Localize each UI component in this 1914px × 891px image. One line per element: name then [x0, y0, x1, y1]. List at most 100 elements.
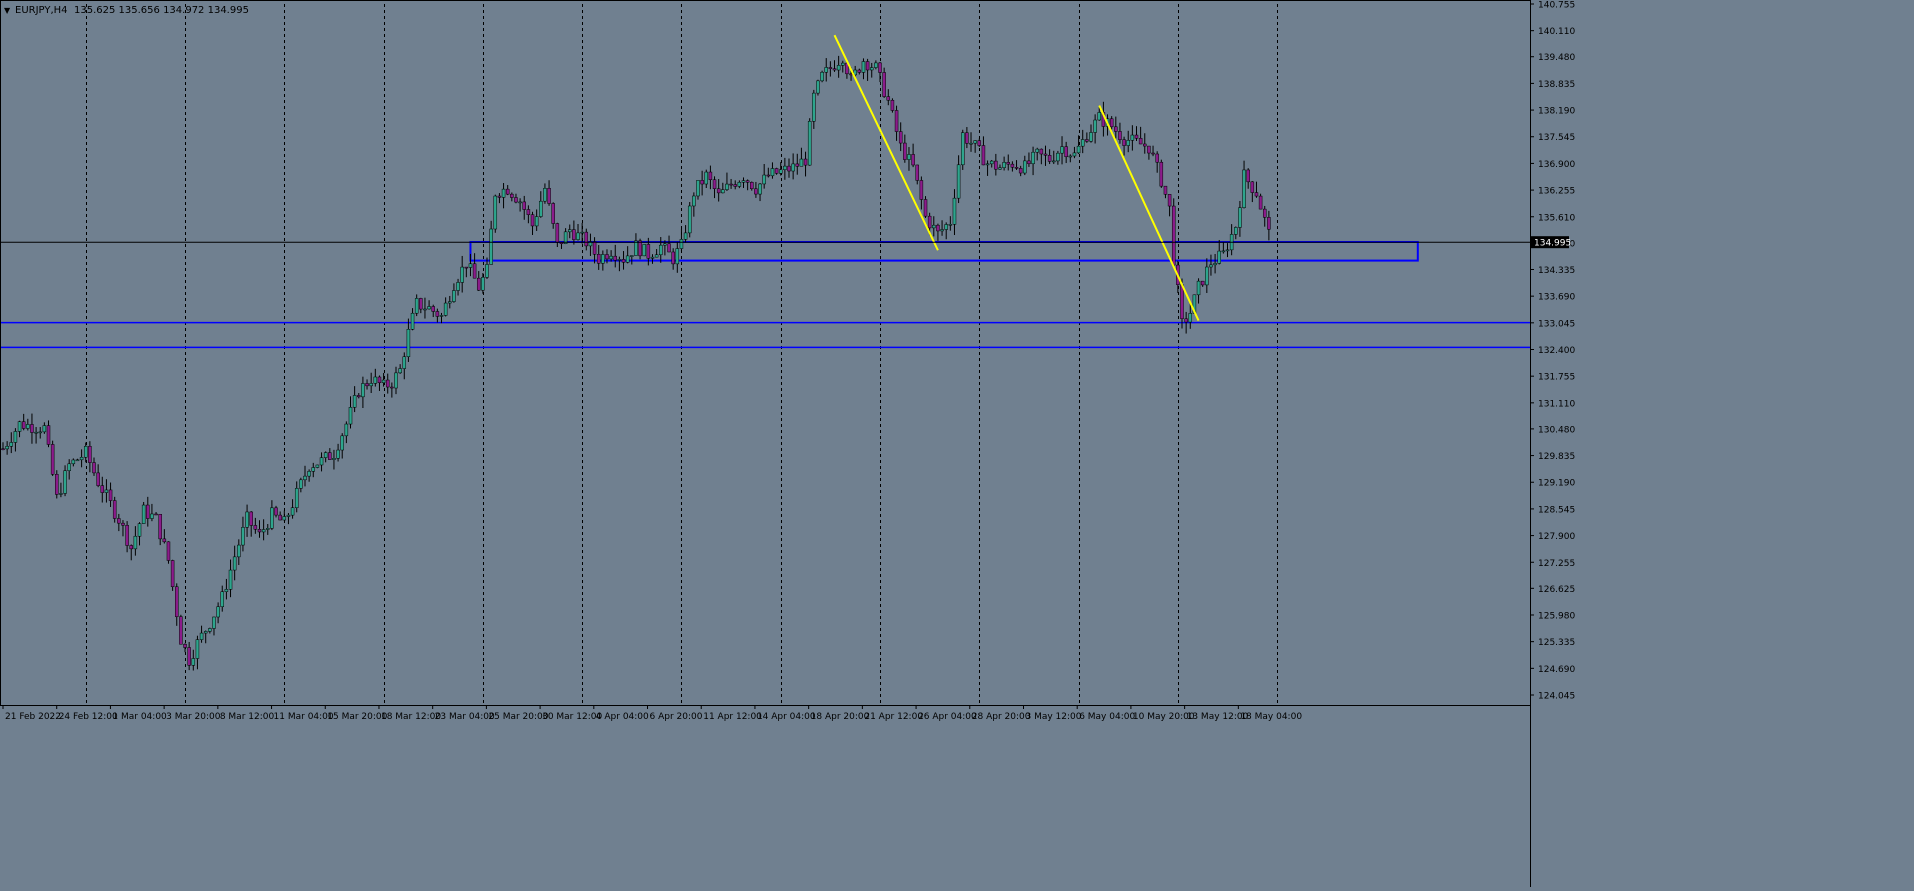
candle-body — [783, 165, 787, 170]
price-tick-label: 131.755 — [1538, 373, 1575, 383]
candle-body — [369, 383, 373, 387]
candle-body — [489, 228, 493, 265]
candle-body — [766, 174, 771, 177]
candle-body — [894, 110, 899, 132]
candle-body — [266, 528, 270, 530]
trendline — [833, 34, 939, 251]
time-tick-label: 6 Apr 20:00 — [650, 712, 703, 722]
candle-body — [419, 298, 423, 310]
current-price-badge — [1531, 236, 1569, 249]
candle-body — [526, 209, 531, 215]
candle-body — [1031, 151, 1035, 165]
candle-body — [605, 254, 609, 260]
candle-body — [869, 67, 874, 71]
candle-body — [154, 513, 158, 516]
candle-body — [1246, 169, 1250, 183]
candle-body — [150, 513, 154, 519]
time-tick-label: 18 May 04:00 — [1240, 712, 1302, 722]
candle-body — [547, 188, 551, 204]
candle-body — [183, 643, 187, 648]
candle-body — [770, 168, 775, 177]
candle-body — [1242, 169, 1246, 208]
candle-body — [803, 158, 808, 166]
candle-body — [1167, 194, 1172, 207]
candle-body — [1072, 152, 1077, 157]
candle-body — [224, 589, 229, 592]
candle-body — [26, 424, 30, 429]
candle-body — [994, 160, 998, 170]
candle-body — [700, 180, 704, 185]
candle-body — [261, 529, 266, 533]
candle-body — [1225, 249, 1230, 252]
candle-body — [638, 240, 642, 257]
candle-body — [1234, 227, 1238, 235]
candle-body — [50, 444, 55, 475]
candle-body — [195, 639, 200, 659]
candle-body — [985, 163, 990, 166]
time-tick-label: 13 May 12:00 — [1187, 712, 1249, 722]
plot-frame — [0, 0, 1531, 706]
candle-body — [179, 616, 183, 645]
candle-body — [141, 504, 146, 524]
candle-body — [67, 463, 71, 472]
candle-body — [63, 470, 67, 494]
candle-body — [1043, 153, 1048, 156]
candle-body — [576, 232, 580, 240]
time-tick-label: 10 May 20:00 — [1133, 712, 1195, 722]
candle-body — [812, 92, 816, 122]
time-tick-label: 8 Mar 12:00 — [220, 712, 275, 722]
candle-body — [1076, 145, 1081, 154]
current-price-marker: 134.995 — [0, 236, 1571, 249]
candle-body — [936, 224, 940, 232]
candle-body — [303, 475, 307, 481]
candle-body — [853, 69, 857, 76]
candle-body — [725, 183, 729, 190]
candle-body — [1089, 132, 1093, 142]
candle-body — [617, 259, 622, 261]
candle-body — [758, 183, 762, 195]
candle-body — [59, 493, 63, 495]
price-tick-label: 133.690 — [1538, 293, 1575, 303]
candle-body — [216, 606, 220, 618]
candle-body — [332, 458, 336, 460]
candle-body — [443, 302, 448, 316]
trendlines[interactable] — [833, 34, 1200, 321]
candle-body — [1039, 148, 1044, 155]
candle-body — [919, 180, 924, 200]
candle-body — [270, 507, 274, 529]
menu-arrow-icon[interactable]: ▼ — [4, 6, 11, 15]
candle-body — [299, 479, 303, 489]
candle-body — [170, 560, 175, 588]
price-tick-label: 129.835 — [1538, 452, 1575, 462]
price-tick-label: 126.625 — [1538, 585, 1575, 595]
price-tick-label: 140.110 — [1538, 27, 1575, 37]
candle-body — [634, 240, 638, 256]
candle-body — [729, 183, 733, 186]
ohlc-readout: 135.625 135.656 134.972 134.995 — [74, 5, 249, 16]
candle-body — [452, 290, 456, 302]
candle-body — [220, 591, 225, 608]
candle-body — [886, 96, 891, 101]
candle-body — [100, 485, 105, 493]
candle-body — [969, 142, 973, 145]
candle-body — [1052, 160, 1056, 163]
candle-body — [1213, 263, 1217, 266]
candle-body — [385, 379, 390, 388]
candle-body — [795, 163, 800, 167]
candle-body — [567, 229, 572, 233]
candle-body — [609, 255, 613, 260]
candle-body — [907, 154, 911, 160]
candle-body — [398, 368, 402, 374]
price-axis: 140.755 140.110 139.480 138.835 138.190 137.5… — [1530, 1, 1575, 702]
candle-body — [294, 488, 299, 508]
candle-body — [551, 203, 555, 224]
candle-body — [1171, 205, 1176, 266]
candle-body — [361, 383, 365, 398]
candle-body — [828, 67, 833, 69]
candle-body — [952, 197, 957, 225]
candle-body — [232, 556, 237, 571]
candle-body — [704, 171, 709, 185]
